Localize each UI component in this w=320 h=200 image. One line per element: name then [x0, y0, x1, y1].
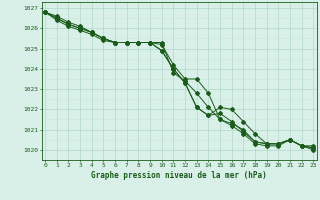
X-axis label: Graphe pression niveau de la mer (hPa): Graphe pression niveau de la mer (hPa) — [91, 171, 267, 180]
